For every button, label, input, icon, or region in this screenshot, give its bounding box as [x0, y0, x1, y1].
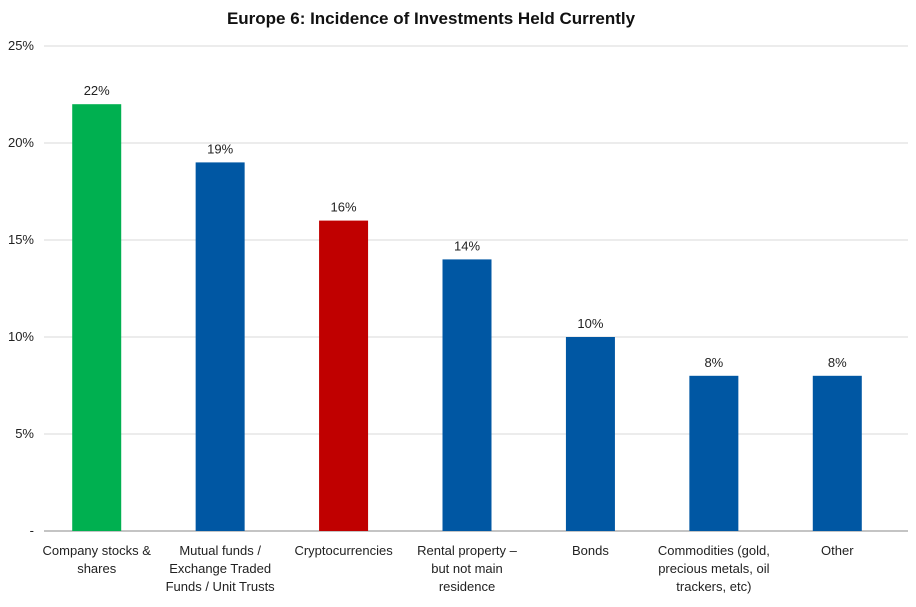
bar: [812, 375, 862, 531]
data-label: 10%: [577, 316, 603, 331]
data-label: 19%: [207, 141, 233, 156]
y-axis-ticks: - 5% 10% 15% 20% 25%: [8, 38, 34, 538]
y-tick-label: 20%: [8, 135, 34, 150]
y-tick-label: -: [30, 523, 34, 538]
category-label: Cryptocurrencies: [294, 543, 393, 558]
bar: [319, 220, 369, 531]
data-labels: 22% 19% 16% 14% 10% 8% 8%: [84, 83, 847, 370]
y-tick-label: 25%: [8, 38, 34, 53]
category-label: Company stocks & shares: [43, 543, 152, 576]
category-label: Bonds: [572, 543, 609, 558]
category-label: Rental property – but not main residence: [417, 543, 517, 594]
bar: [565, 337, 615, 531]
chart-title: Europe 6: Incidence of Investments Held …: [226, 9, 636, 28]
data-label: 8%: [704, 355, 723, 370]
y-tick-label: 15%: [8, 232, 34, 247]
category-label: Other: [821, 543, 854, 558]
data-label: 22%: [84, 83, 110, 98]
category-labels: Company stocks & shares Mutual funds / Exch…: [43, 543, 855, 594]
y-tick-label: 5%: [15, 426, 34, 441]
category-label: Mutual funds / Exchange Traded Funds / Uni…: [166, 543, 276, 594]
y-tick-label: 10%: [8, 329, 34, 344]
bar: [689, 375, 739, 531]
bar: [72, 104, 122, 531]
data-label: 16%: [331, 200, 357, 215]
bar: [442, 259, 492, 531]
data-label: 14%: [454, 238, 480, 253]
bars: [72, 104, 862, 531]
category-label: Commodities (gold, precious metals, oil tr…: [658, 543, 770, 594]
bar: [195, 162, 245, 531]
data-label: 8%: [828, 355, 847, 370]
